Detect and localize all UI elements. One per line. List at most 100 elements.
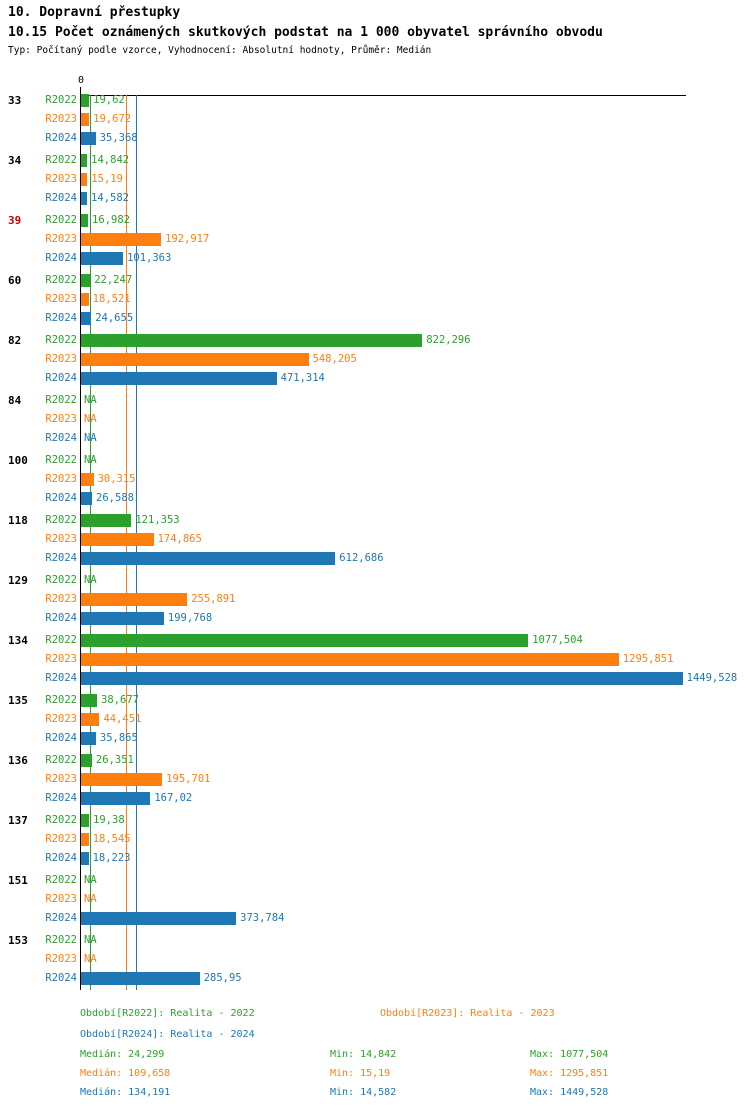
group-label-153: 153	[8, 934, 28, 947]
chart-title: 10. Dopravní přestupky	[8, 5, 181, 20]
stat-median-r2022: Medián: 24,299	[80, 1049, 165, 1060]
group-label-129: 129	[8, 574, 28, 587]
bar-row-60-r2023: R2023 18,521	[0, 293, 750, 306]
group-label-82: 82	[8, 334, 22, 347]
bar-row-84-r2023: R2023 NA	[0, 413, 750, 426]
series-label: R2023	[45, 113, 77, 125]
bar-row-136-r2023: R2023 195,701	[0, 773, 750, 786]
axis-y-line	[80, 95, 81, 990]
value-label: 22,247	[94, 274, 133, 286]
value-label: 1295,851	[622, 653, 674, 665]
bar-group-151: 151 R2022 NA R2023 NA R2024 373,784	[0, 874, 750, 931]
bar-row-39-r2023: R2023 192,917	[0, 233, 750, 246]
bar-row-118-r2023: R2023 174,865	[0, 533, 750, 546]
series-label: R2023	[45, 593, 77, 605]
series-label: R2024	[45, 252, 77, 264]
bar-r2022	[81, 274, 91, 287]
group-label-134: 134	[8, 634, 28, 647]
value-label: 18,545	[92, 833, 131, 845]
value-label: 14,582	[91, 192, 129, 204]
bar-group-118: 118 R2022 121,353 R2023 174,865 R2024 612,686	[0, 514, 750, 571]
bar-row-100-r2022: R2022 NA	[0, 454, 750, 467]
series-label: R2022	[45, 634, 77, 646]
bar-row-39-r2024: R2024 101,363	[0, 252, 750, 265]
bar-row-118-r2024: R2024 612,686	[0, 552, 750, 565]
bar-r2023	[81, 713, 100, 726]
bar-row-129-r2023: R2023 255,891	[0, 593, 750, 606]
series-label: R2024	[45, 372, 77, 384]
value-label: NA	[84, 574, 97, 586]
bar-row-137-r2023: R2023 18,545	[0, 833, 750, 846]
bar-group-135: 135 R2022 38,677 R2023 44,451 R2024 35,865	[0, 694, 750, 751]
series-label: R2022	[45, 394, 77, 406]
bar-row-60-r2022: R2022 22,247	[0, 274, 750, 287]
bar-r2024	[81, 372, 277, 385]
bar-group-134: 134 R2022 1077,504 R2023 1295,851 R2024 1449,5…	[0, 634, 750, 691]
bar-group-33: 33 R2022 19,62 R2023 19,672 R2024 35,368	[0, 94, 750, 151]
series-label: R2022	[45, 154, 77, 166]
value-label: 471,314	[280, 372, 325, 384]
value-label: NA	[84, 953, 97, 965]
bar-r2022	[81, 154, 88, 167]
bar-row-153-r2023: R2023 NA	[0, 953, 750, 966]
group-label-137: 137	[8, 814, 28, 827]
bar-group-100: 100 R2022 NA R2023 30,315 R2024 26,588	[0, 454, 750, 511]
bar-row-33-r2022: R2022 19,62	[0, 94, 750, 107]
series-label: R2024	[45, 192, 77, 204]
bar-row-34-r2022: R2022 14,842	[0, 154, 750, 167]
value-label: 35,368	[99, 132, 138, 144]
bar-r2022	[81, 694, 98, 707]
bar-r2023	[81, 113, 90, 126]
bar-r2023	[81, 593, 188, 606]
value-label: 101,363	[127, 252, 172, 264]
bar-group-136: 136 R2022 26,351 R2023 195,701 R2024 167,02	[0, 754, 750, 811]
bar-group-60: 60 R2022 22,247 R2023 18,521 R2024 24,655	[0, 274, 750, 331]
bar-r2024	[81, 552, 336, 565]
bar-row-34-r2023: R2023 15,19	[0, 173, 750, 186]
value-label: 822,296	[426, 334, 471, 346]
bar-r2023	[81, 533, 154, 546]
series-label: R2022	[45, 274, 77, 286]
stat-median-r2023: Medián: 109,658	[80, 1068, 171, 1079]
value-label: NA	[84, 874, 97, 886]
bar-r2022	[81, 94, 90, 107]
stat-max-r2024: Max: 1449,528	[530, 1087, 609, 1098]
bar-r2022	[81, 214, 89, 227]
bar-r2024	[81, 972, 200, 985]
bar-row-34-r2024: R2024 14,582	[0, 192, 750, 205]
chart-subtitle: 10.15 Počet oznámených skutkových podsta…	[8, 25, 603, 40]
series-label: R2024	[45, 852, 77, 864]
value-label: 19,672	[93, 113, 132, 125]
stat-max-r2023: Max: 1295,851	[530, 1068, 609, 1079]
stat-min-r2024: Min: 14,582	[330, 1087, 397, 1098]
value-label: 174,865	[157, 533, 202, 545]
bar-row-39-r2022: R2022 16,982	[0, 214, 750, 227]
bar-row-100-r2023: R2023 30,315	[0, 473, 750, 486]
series-label: R2022	[45, 334, 77, 346]
value-label: 612,686	[339, 552, 384, 564]
series-label: R2023	[45, 773, 77, 785]
bar-row-136-r2022: R2022 26,351	[0, 754, 750, 767]
group-label-118: 118	[8, 514, 28, 527]
value-label: NA	[84, 413, 97, 425]
bar-r2023	[81, 233, 162, 246]
value-label: NA	[84, 394, 97, 406]
group-label-100: 100	[8, 454, 28, 467]
legend-r2023: Období[R2023]: Realita - 2023	[380, 1008, 555, 1019]
bar-row-82-r2022: R2022 822,296	[0, 334, 750, 347]
series-label: R2023	[45, 353, 77, 365]
bar-row-100-r2024: R2024 26,588	[0, 492, 750, 505]
axis-top-line	[80, 95, 686, 96]
bar-r2024	[81, 792, 151, 805]
value-label: 548,205	[312, 353, 357, 365]
series-label: R2024	[45, 792, 77, 804]
value-label: 167,02	[154, 792, 193, 804]
series-label: R2022	[45, 934, 77, 946]
bar-row-135-r2022: R2022 38,677	[0, 694, 750, 707]
value-label: 1449,528	[686, 672, 738, 684]
value-label: 18,223	[92, 852, 131, 864]
bar-r2023	[81, 293, 89, 306]
group-label-33: 33	[8, 94, 22, 107]
value-label: 19,38	[93, 814, 125, 826]
bar-chart: 0 33 R2022 19,62 R2023 19,672 R2024 35,368 34 R2…	[0, 75, 750, 990]
